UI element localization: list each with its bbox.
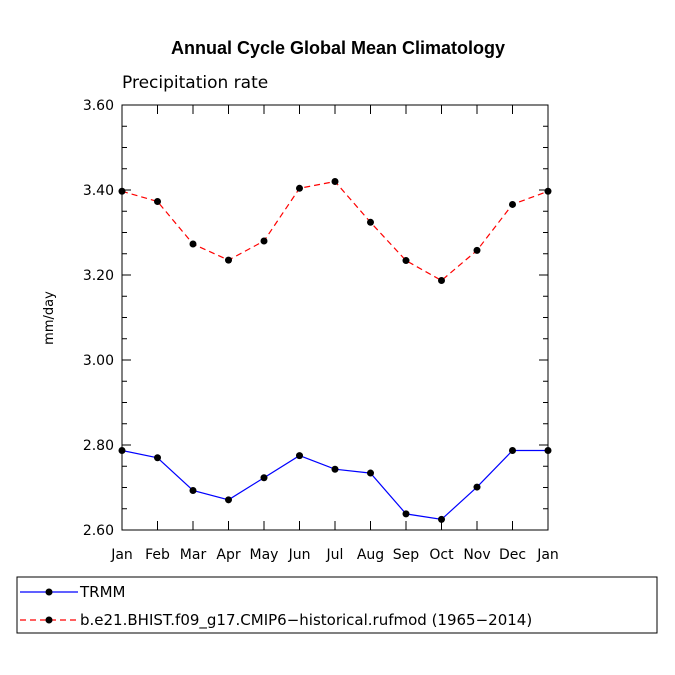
- data-point-series-1: [296, 452, 303, 460]
- data-point-series-1: [367, 469, 374, 477]
- x-tick-label: Jan: [536, 547, 559, 563]
- y-tick-label: 2.60: [83, 523, 114, 539]
- x-tick-label: Apr: [216, 547, 240, 563]
- data-point-series-1: [544, 447, 552, 455]
- y-axis-label: mm/day: [42, 291, 57, 345]
- data-point-series-2: [154, 197, 161, 205]
- axes: 2.60 2.80 3.00 3.20 3.40 3.60 Jan Feb Mar Apr May J…: [83, 98, 559, 563]
- data-point-series-2: [118, 187, 126, 195]
- series-line-2: [121, 180, 549, 282]
- x-tick-label: Aug: [357, 547, 384, 563]
- data-point-series-2: [509, 200, 516, 208]
- data-point-series-1: [402, 510, 410, 518]
- data-point-series-2: [260, 237, 268, 245]
- x-tick-label: Jan: [110, 547, 133, 563]
- data-point-series-1: [509, 447, 516, 455]
- y-tick-label: 3.20: [83, 268, 114, 284]
- series-layer: [118, 178, 552, 523]
- legend: TRMM b.e21.BHIST.f09_g17.CMIP6−historical…: [20, 583, 532, 630]
- data-point-series-1: [331, 465, 339, 473]
- legend-label-1: TRMM: [79, 583, 125, 601]
- data-point-series-2: [296, 184, 303, 192]
- x-tick-label: Oct: [429, 547, 454, 563]
- data-point-series-2: [402, 257, 410, 265]
- legend-marker-2: [45, 616, 53, 624]
- data-point-series-2: [473, 246, 481, 254]
- data-point-series-1: [438, 515, 445, 523]
- y-tick-label: 3.00: [83, 353, 114, 369]
- x-tick-label: Dec: [499, 547, 526, 563]
- legend-box: [16, 576, 658, 634]
- x-tick-label: Sep: [393, 547, 420, 563]
- data-point-series-2: [189, 240, 197, 248]
- data-point-series-2: [225, 256, 232, 264]
- series-line-1: [121, 449, 548, 521]
- data-point-series-1: [189, 486, 197, 494]
- x-tick-label: Jun: [288, 547, 311, 563]
- data-point-series-1: [118, 447, 126, 455]
- data-point-series-1: [154, 454, 161, 462]
- chart-subtitle: Precipitation rate: [122, 73, 268, 93]
- data-point-series-2: [331, 178, 339, 185]
- data-point-series-1: [225, 496, 232, 504]
- data-point-series-1: [473, 483, 481, 491]
- data-point-series-1: [260, 474, 268, 482]
- legend-marker-1: [45, 588, 53, 596]
- data-point-series-2: [544, 187, 552, 195]
- y-tick-label: 3.60: [83, 98, 114, 114]
- data-point-series-2: [367, 218, 374, 226]
- x-tick-label: May: [250, 547, 279, 563]
- data-point-series-2: [438, 277, 445, 285]
- x-tick-label: Nov: [463, 547, 490, 563]
- chart-title: Annual Cycle Global Mean Climatology: [171, 38, 505, 58]
- x-tick-label: Feb: [145, 547, 170, 563]
- x-tick-label: Jul: [326, 547, 344, 563]
- x-tick-label: Mar: [180, 547, 207, 563]
- y-tick-label: 2.80: [83, 438, 114, 454]
- legend-label-2: b.e21.BHIST.f09_g17.CMIP6−historical.ruf…: [80, 611, 532, 630]
- y-tick-label: 3.40: [83, 183, 114, 199]
